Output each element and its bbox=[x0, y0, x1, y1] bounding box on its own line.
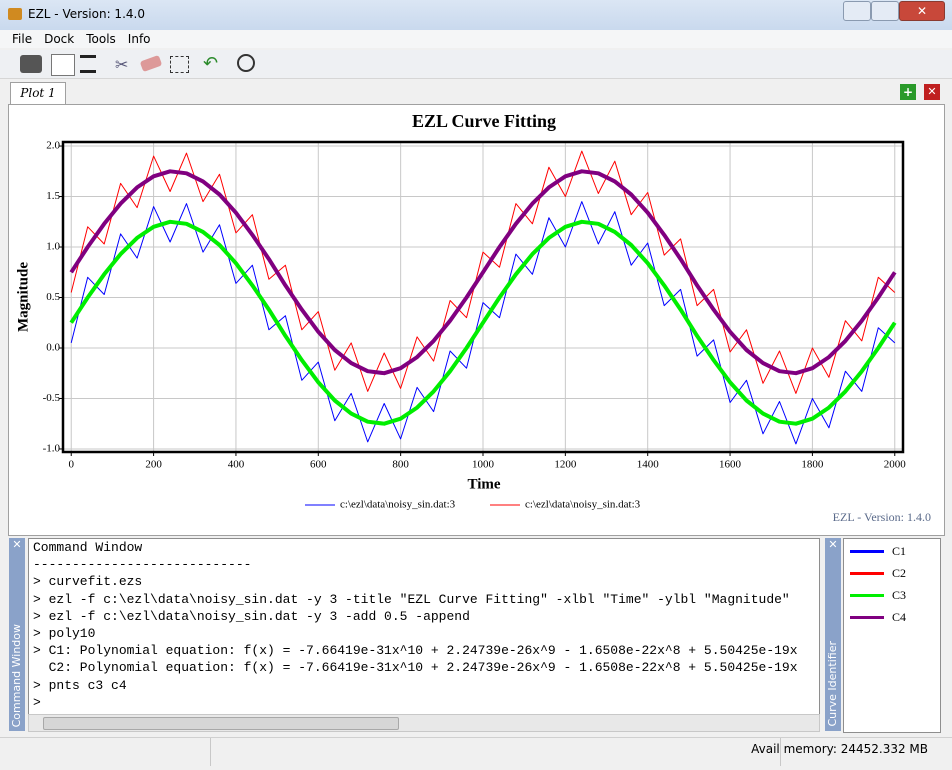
scroll-thumb[interactable] bbox=[43, 717, 399, 730]
status-divider bbox=[210, 738, 211, 766]
dock-close[interactable]: ✕ bbox=[12, 538, 22, 551]
chart: EZL Curve Fitting Time Magnitude EZL - V… bbox=[15, 111, 931, 524]
y-tick-label: 2.0 bbox=[46, 140, 60, 152]
y-tick-label: 0.5 bbox=[46, 291, 60, 303]
curve-swatch bbox=[850, 572, 884, 575]
close-button[interactable]: ✕ bbox=[899, 1, 945, 21]
command-line: > bbox=[33, 694, 41, 710]
curve-entry[interactable]: C4 bbox=[848, 607, 938, 627]
series-line bbox=[70, 201, 896, 445]
command-line: > C1: Polynomial equation: f(x) = -7.664… bbox=[33, 643, 798, 659]
title-bar: EZL - Version: 1.4.0 ✕ bbox=[0, 0, 952, 30]
x-tick-label: 800 bbox=[392, 459, 409, 471]
status-divider bbox=[780, 738, 781, 766]
x-tick-label: 600 bbox=[310, 459, 327, 471]
tool-button[interactable] bbox=[51, 54, 75, 76]
legend-label: c:\ezl\data\noisy_sin.dat:3 bbox=[340, 499, 456, 511]
y-tick-label: 1.5 bbox=[46, 190, 60, 202]
command-line: > ezl -f c:\ezl\data\noisy_sin.dat -y 3 … bbox=[33, 608, 470, 624]
command-line: > curvefit.ezs bbox=[33, 574, 143, 590]
series-line bbox=[70, 150, 896, 394]
x-tick-label: 0 bbox=[68, 459, 74, 471]
menu-item[interactable]: Tools bbox=[86, 32, 116, 46]
x-tick-label: 1400 bbox=[637, 459, 660, 471]
command-window-dock: ✕ Command Window bbox=[9, 538, 25, 731]
command-line: > pnts c3 c4 bbox=[33, 677, 127, 693]
tool-button[interactable] bbox=[80, 55, 96, 73]
menu-item[interactable]: Info bbox=[127, 32, 151, 46]
curve-swatch bbox=[850, 616, 884, 619]
y-tick-label: 1.0 bbox=[46, 241, 60, 253]
minimize-button[interactable] bbox=[843, 1, 871, 21]
add-plot-button[interactable]: + bbox=[900, 84, 916, 100]
curve-id: C1 bbox=[892, 544, 907, 558]
x-tick-label: 1600 bbox=[719, 459, 742, 471]
curve-swatch bbox=[850, 594, 884, 597]
curve-entry[interactable]: C3 bbox=[848, 585, 938, 605]
command-line: ---------------------------- bbox=[33, 557, 252, 573]
y-tick-label: -0.5 bbox=[43, 392, 61, 404]
series-line bbox=[69, 219, 897, 426]
dock-label: Curve Identifier bbox=[826, 641, 839, 727]
x-tick-label: 2000 bbox=[884, 459, 907, 471]
command-window[interactable]: Command Window --------------------------… bbox=[28, 538, 820, 718]
status-text: Avail memory: 24452.332 MB bbox=[751, 742, 928, 756]
tool-button[interactable] bbox=[20, 55, 42, 73]
x-tick-label: 200 bbox=[145, 459, 162, 471]
close-plot-button[interactable]: ✕ bbox=[924, 84, 940, 100]
tool-button[interactable] bbox=[170, 56, 189, 73]
legend-label: c:\ezl\data\noisy_sin.dat:3 bbox=[525, 499, 641, 511]
menu-item[interactable]: Dock bbox=[44, 32, 75, 46]
chart-title: EZL Curve Fitting bbox=[412, 111, 556, 131]
y-tick-label: -1.0 bbox=[43, 443, 61, 455]
y-axis-label: Magnitude bbox=[15, 262, 31, 332]
plot-tab[interactable]: Plot 1 bbox=[10, 82, 66, 105]
x-tick-label: 1000 bbox=[472, 459, 495, 471]
dock-label: Command Window bbox=[10, 623, 23, 727]
curve-identifier-dock: ✕ Curve Identifier bbox=[825, 538, 841, 731]
curve-identifier: C1 C2 C3 C4 bbox=[843, 538, 941, 733]
tool-button[interactable]: ✂ bbox=[115, 55, 129, 74]
maximize-button[interactable] bbox=[871, 1, 899, 21]
dock-close[interactable]: ✕ bbox=[828, 538, 838, 551]
y-tick-label: 0.0 bbox=[46, 342, 60, 354]
tool-button[interactable] bbox=[237, 54, 255, 72]
curve-entry[interactable]: C1 bbox=[848, 541, 938, 561]
x-tick-label: 1800 bbox=[801, 459, 824, 471]
series-line bbox=[69, 169, 897, 376]
command-line: C2: Polynomial equation: f(x) = -7.66419… bbox=[33, 660, 798, 676]
watermark: EZL - Version: 1.4.0 bbox=[833, 510, 931, 524]
x-tick-label: 1200 bbox=[554, 459, 577, 471]
command-line: Command Window bbox=[33, 540, 143, 555]
plot-border bbox=[61, 140, 905, 454]
menu-bar: File Dock Tools Info bbox=[0, 30, 952, 48]
toolbar: ✂ ↶ bbox=[0, 50, 952, 79]
x-tick-label: 400 bbox=[228, 459, 245, 471]
status-bar: Avail memory: 24452.332 MB bbox=[0, 737, 952, 770]
curve-entry[interactable]: C2 bbox=[848, 563, 938, 583]
menu-item[interactable]: File bbox=[12, 32, 33, 46]
x-axis-label: Time bbox=[467, 476, 500, 492]
window-title: EZL - Version: 1.4.0 bbox=[28, 7, 145, 21]
curve-id: C3 bbox=[892, 588, 907, 602]
tool-button[interactable]: ↶ bbox=[203, 53, 219, 74]
curve-id: C2 bbox=[892, 566, 907, 580]
curve-swatch bbox=[850, 550, 884, 553]
curve-id: C4 bbox=[892, 610, 907, 624]
command-line: > poly10 bbox=[33, 625, 96, 641]
scrollbar[interactable] bbox=[28, 714, 820, 732]
command-line: > ezl -f c:\ezl\data\noisy_sin.dat -y 3 … bbox=[33, 591, 790, 607]
app-icon bbox=[8, 8, 22, 20]
